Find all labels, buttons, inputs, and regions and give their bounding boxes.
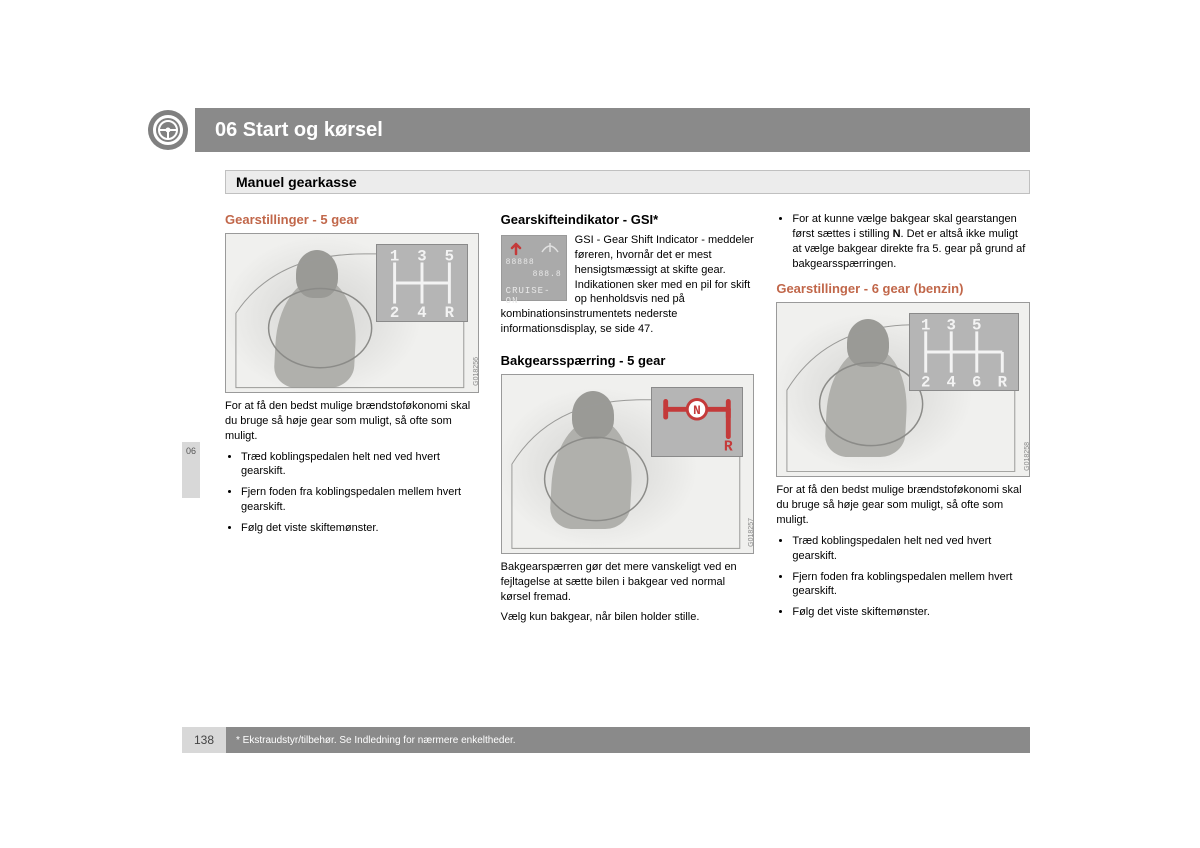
gsi-display-icon: 88888 888.8 CRUISE-ON [501,235,567,301]
gear-plate-6: 135 246R [909,313,1019,391]
list-item: Fjern foden fra koblingspedalen mellem h… [241,485,479,515]
svg-text:N: N [694,403,702,418]
list-item: Træd koblingspedalen helt ned ved hvert … [792,534,1030,564]
figure-6-gear: 135 246R G018258 [776,302,1030,477]
figure-id: G018256 [473,357,480,386]
svg-text:4: 4 [947,374,956,392]
svg-text:R: R [998,374,1008,392]
gsi-line: 888.8 [506,270,562,279]
list-item: Fjern foden fra koblingspedalen mellem h… [792,570,1030,600]
list-item: For at kunne vælge bakgear skal gearstan… [792,212,1030,271]
column-3: For at kunne vælge bakgear skal gearstan… [776,212,1030,631]
figure-reverse-lockout: N R G018257 [501,374,755,554]
column-1: Gearstillinger - 5 gear [225,212,479,631]
figure-id: G018257 [748,518,755,547]
gsi-line: 88888 [506,258,562,267]
svg-text:5: 5 [444,248,453,266]
svg-text:3: 3 [947,317,956,335]
svg-text:1: 1 [921,317,930,335]
col1-bullets: Træd koblingspedalen helt ned ved hvert … [241,450,479,536]
list-item: Træd koblingspedalen helt ned ved hvert … [241,450,479,480]
col3-bullets: Træd koblingspedalen helt ned ved hvert … [792,534,1030,620]
side-tab: 06 [182,442,200,498]
svg-text:R: R [444,304,454,322]
svg-text:6: 6 [972,374,981,392]
list-item: Følg det viste skiftemønster. [241,521,479,536]
lockout-para2: Vælg kun bakgear, når bilen holder still… [501,610,755,625]
svg-text:R: R [724,439,733,455]
page-number: 138 [182,727,226,753]
side-tab-label: 06 [186,446,196,456]
list-item: Følg det viste skiftemønster. [792,605,1030,620]
gear-plate-5: 135 24R [376,244,468,322]
svg-text:5: 5 [972,317,981,335]
col1-para: For at få den bedst mulige brændstoføkon… [225,399,479,444]
svg-text:3: 3 [417,248,426,266]
svg-text:2: 2 [390,304,399,322]
column-2: Gearskifteindikator - GSI* 88888 888.8 C… [501,212,755,631]
chapter-title-bar: 06 Start og kørsel [195,108,1030,152]
steering-wheel-icon [153,115,183,145]
content-columns: Gearstillinger - 5 gear [225,212,1030,631]
manual-page: 06 Start og kørsel Manuel gearkasse 06 G… [0,0,1200,848]
gsi-block: 88888 888.8 CRUISE-ON GSI - Gear Shift I… [501,233,755,347]
chapter-icon-badge [148,110,188,150]
gsi-heading: Gearskifteindikator - GSI* [501,212,755,227]
col3-para: For at få den bedst mulige brændstoføkon… [776,483,1030,528]
gsi-line: CRUISE-ON [506,286,562,306]
svg-text:1: 1 [390,248,399,266]
col3-heading: Gearstillinger - 6 gear (benzin) [776,281,1030,296]
svg-text:2: 2 [921,374,930,392]
reverse-lockout-plate: N R [651,387,743,457]
col3-top-bullet-text: For at kunne vælge bakgear skal gearstan… [792,213,1025,270]
footer-note: * Ekstraudstyr/tilbehør. Se Indledning f… [226,727,1030,753]
svg-text:4: 4 [417,304,426,322]
figure-5-gear: 135 24R G018256 [225,233,479,393]
page-footer: 138 * Ekstraudstyr/tilbehør. Se Indledni… [182,727,1030,753]
col1-heading: Gearstillinger - 5 gear [225,212,479,227]
lockout-heading: Bakgearsspærring - 5 gear [501,353,755,368]
lockout-para1: Bakgearspærren gør det mere vanskeligt v… [501,560,755,605]
chapter-title: 06 Start og kørsel [215,119,383,142]
section-title: Manuel gearkasse [236,174,357,190]
section-title-bar: Manuel gearkasse [225,170,1030,194]
col3-top-bullet: For at kunne vælge bakgear skal gearstan… [792,212,1030,271]
figure-id: G018258 [1024,442,1031,471]
